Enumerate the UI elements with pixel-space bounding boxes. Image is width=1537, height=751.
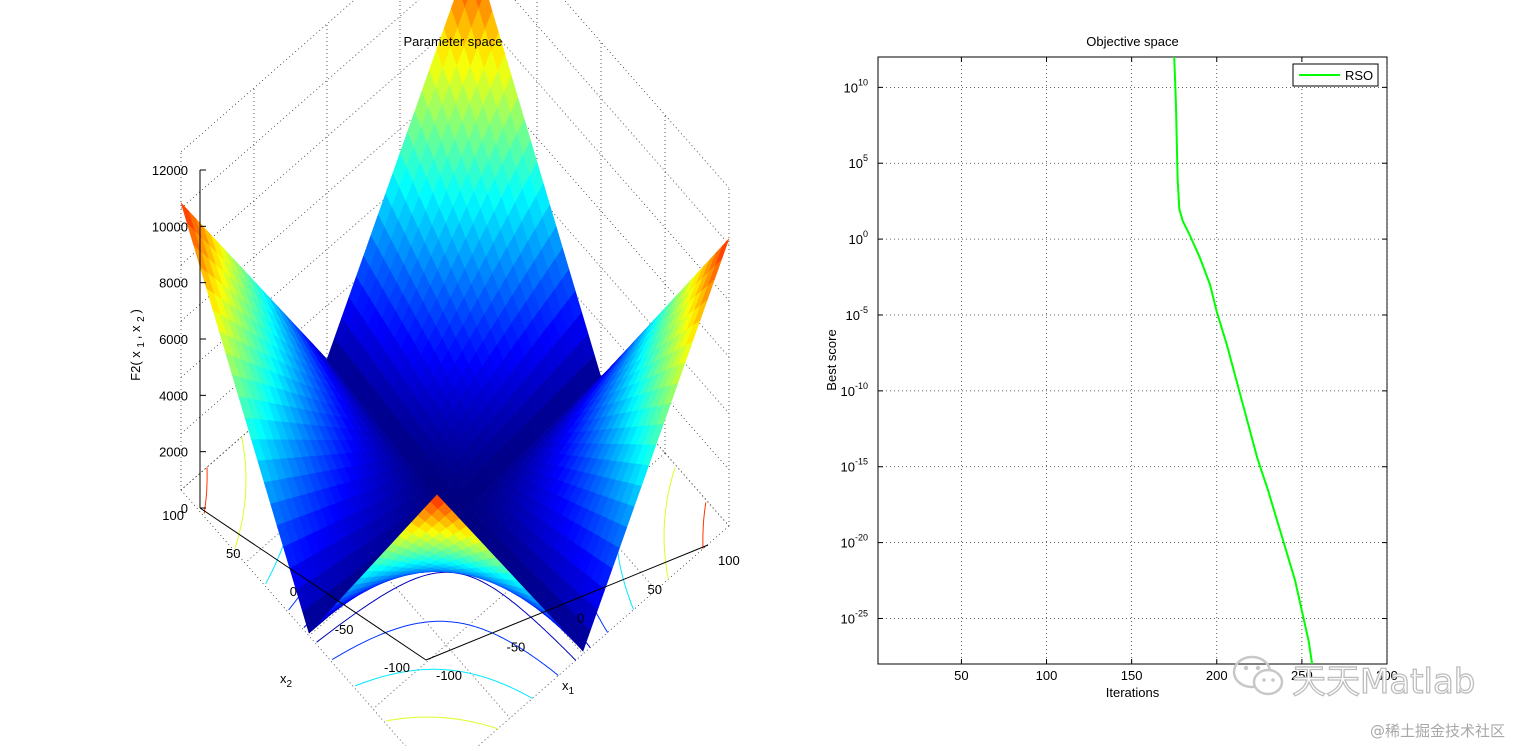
x2-tick-label: -50 [335, 622, 354, 637]
contour-line [355, 668, 533, 699]
contour-line [385, 716, 498, 730]
juejin-watermark: @稀土掘金技术社区 [1370, 722, 1506, 740]
z-tick-label: 2000 [159, 445, 188, 460]
z-tick-label: 0 [181, 501, 188, 516]
surface-patch [430, 494, 445, 510]
x1-tick-label: -100 [436, 668, 462, 683]
y-tick-label: 10-20 [841, 533, 868, 551]
y-tick-exponent: -20 [855, 533, 868, 543]
wechat-watermark: 天天Matlab [1230, 650, 1500, 703]
y-tick-base: 10 [849, 232, 863, 247]
x-tick-label: 50 [954, 668, 968, 683]
y-tick-base: 10 [841, 384, 855, 399]
x2-tick-label: -100 [384, 660, 410, 675]
y-axis-label: Best score [824, 329, 839, 390]
y-tick-exponent: -25 [855, 608, 868, 618]
y-tick-base: 10 [849, 156, 863, 171]
z-label-part: 1 [136, 339, 147, 347]
x2-tick-label: 0 [290, 584, 297, 599]
x-tick-label: 200 [1206, 668, 1228, 683]
x2-axis-line [199, 507, 427, 661]
z-label-part: ) [128, 309, 143, 313]
z-tick-label: 8000 [159, 276, 188, 291]
z-tick-label: 4000 [159, 388, 188, 403]
z-axis-label: F2( x 1 , x 2 ) [128, 309, 147, 381]
y-tick-label: 10-25 [841, 608, 868, 626]
x1-axis-label: x1 [562, 678, 575, 697]
x-tick-label: 300 [1376, 668, 1398, 683]
rso-series-line [1173, 56, 1314, 665]
x1-tick-label: -50 [507, 639, 526, 654]
z-label-part: F2( [128, 358, 143, 381]
floor-grid [471, 525, 730, 751]
z-label-part: 2 [136, 314, 147, 322]
z-axis: 0 2000 4000 6000 8000 10000 12000 [152, 163, 206, 516]
surface-mesh [180, 0, 730, 652]
x-tick-label: 250 [1291, 668, 1313, 683]
y-tick-exponent: 5 [863, 153, 868, 163]
x2-axis-label: x2 [280, 671, 293, 690]
contour-line [702, 502, 707, 549]
x1-tick-label: 0 [577, 611, 584, 626]
objective-space-chart: 50 100 150 200 250 300101010510010-510-1010-1… [824, 34, 1398, 700]
y-tick-exponent: -5 [860, 305, 868, 315]
z-tick-label: 10000 [152, 219, 188, 234]
x-tick-label: 100 [1036, 668, 1058, 683]
y-tick-label: 10-15 [841, 457, 868, 475]
y-tick-label: 105 [849, 153, 868, 171]
y-tick-label: 10-5 [846, 305, 868, 323]
y-tick-exponent: 0 [863, 229, 868, 239]
legend: RSO [1292, 63, 1379, 87]
y-tick-base: 10 [844, 80, 858, 95]
z-tick-label: 6000 [159, 332, 188, 347]
floor-grid [180, 489, 411, 751]
z-label-part: x [128, 322, 143, 332]
contour-line [234, 436, 247, 549]
parameter-space-title: Parameter space [404, 34, 503, 49]
y-tick-exponent: -10 [855, 381, 868, 391]
y-tick-label: 100 [849, 229, 868, 247]
y-tick-exponent: -15 [855, 457, 868, 467]
wechat-icon [1232, 655, 1284, 696]
y-tick-base: 10 [841, 536, 855, 551]
z-tick-label: 12000 [152, 163, 188, 178]
x2-tick-label: 50 [226, 546, 240, 561]
x1-label-main: x [562, 678, 569, 693]
x2-label-sub: 2 [287, 679, 293, 690]
x-axis-label: Iterations [1106, 685, 1160, 700]
x1-axis-line [425, 544, 709, 661]
wechat-watermark-text: 天天Matlab [1291, 661, 1476, 702]
z-label-part: , [128, 332, 143, 339]
floor-axes: 100 50 0 -50 -100 -100 -50 0 50 100 [162, 507, 740, 683]
y-tick-base: 10 [841, 611, 855, 626]
objective-grid [878, 57, 1388, 664]
x2-tick-label: 100 [162, 508, 184, 523]
x-tick-label: 150 [1121, 668, 1143, 683]
x1-label-sub: 1 [569, 686, 575, 697]
x1-tick-label: 50 [648, 582, 662, 597]
x1-tick-label: 100 [718, 553, 740, 568]
contour-line [331, 620, 559, 676]
y-tick-base: 10 [841, 460, 855, 475]
objective-space-title: Objective space [1086, 34, 1179, 49]
y-tick-label: 10-10 [841, 381, 868, 399]
y-tick-base: 10 [846, 308, 860, 323]
contour-line [316, 571, 577, 661]
y-tick-exponent: 10 [858, 77, 868, 87]
contour-line [663, 467, 676, 580]
legend-label-rso: RSO [1345, 68, 1373, 83]
contour-line [203, 467, 208, 514]
x2-label-main: x [280, 671, 287, 686]
z-label-part: x [128, 348, 143, 358]
y-tick-label: 1010 [844, 77, 868, 95]
objective-axes-box [877, 56, 1388, 665]
